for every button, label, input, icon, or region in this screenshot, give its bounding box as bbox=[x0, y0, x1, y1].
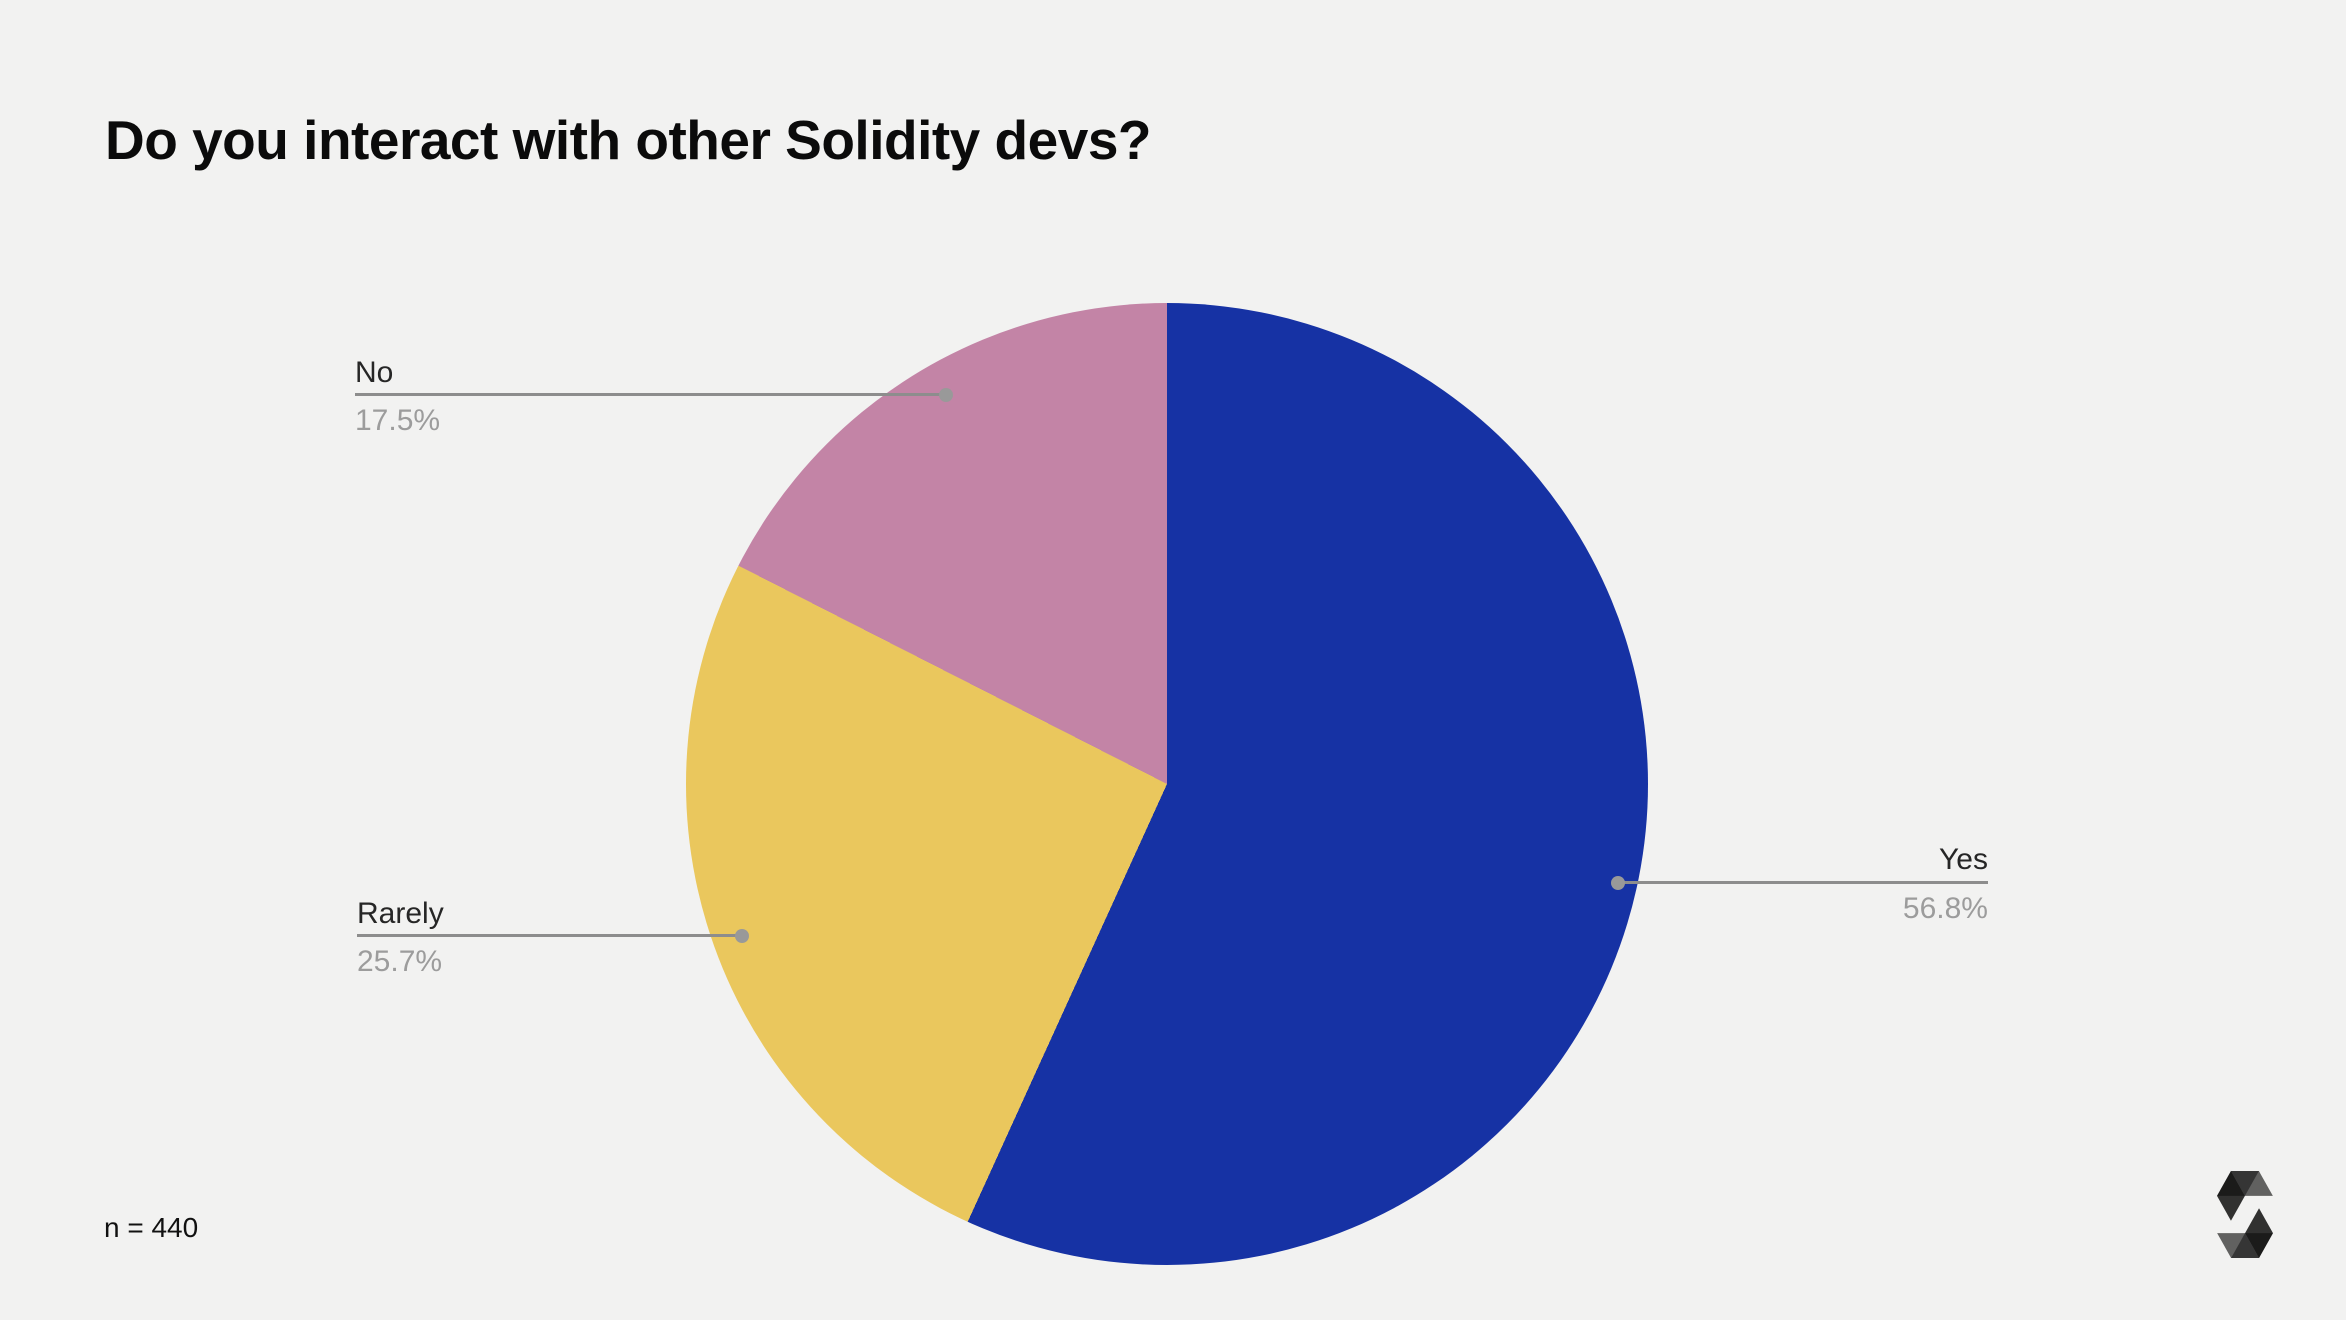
leader-line-yes bbox=[1611, 875, 1988, 890]
pie-chart bbox=[686, 303, 1648, 1265]
leader-line-rarely bbox=[357, 928, 749, 943]
leader-dot-rarely bbox=[735, 928, 749, 943]
slice-value-yes: 56.8% bbox=[1902, 892, 1988, 925]
slice-label-rarely: Rarely bbox=[357, 897, 444, 930]
slice-value-rarely: 25.7% bbox=[357, 945, 443, 978]
leader-dot-yes bbox=[1611, 875, 1625, 890]
chart-title: Do you interact with other Solidity devs… bbox=[105, 109, 1152, 171]
slice-value-no: 17.5% bbox=[355, 404, 441, 437]
slice-label-no: No bbox=[355, 356, 394, 389]
slice-label-yes: Yes bbox=[1939, 843, 1988, 876]
leader-dot-no bbox=[939, 387, 953, 402]
solidity-logo-icon bbox=[2217, 1171, 2273, 1258]
sample-size-note: n = 440 bbox=[104, 1212, 199, 1243]
leader-line-no bbox=[355, 387, 953, 402]
